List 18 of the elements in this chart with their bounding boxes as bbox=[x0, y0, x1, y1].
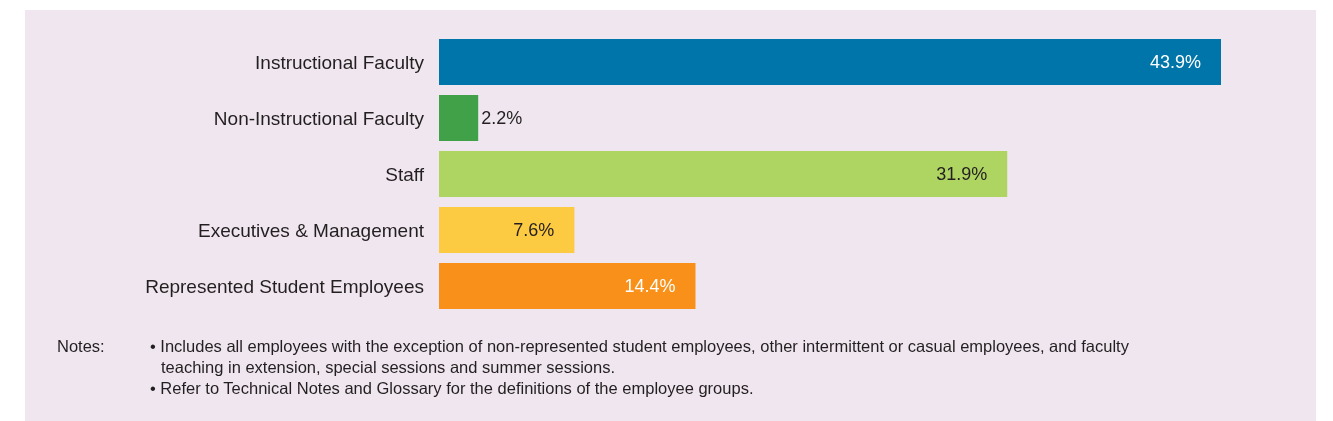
y-tick-label: Non-Instructional Faculty bbox=[213, 107, 425, 129]
data-label: 14.4% bbox=[624, 276, 676, 296]
y-tick-label: Represented Student Employees bbox=[145, 275, 424, 297]
text: • Refer to Technical Notes and Glossary for the definitions of the employee groups. bbox=[150, 378, 755, 399]
y-tick-label: Staff bbox=[385, 163, 425, 185]
data-label: 43.9% bbox=[1149, 52, 1201, 72]
bar bbox=[439, 95, 479, 141]
text: • Includes all employees with the exception of non-represented student employees, other intermittent or casual employees, and faculty teaching in extension, special sessions and summer sessions. bbox=[150, 336, 1130, 378]
data-label: 31.9% bbox=[936, 164, 988, 184]
text: Notes: bbox=[57, 336, 105, 357]
bar bbox=[439, 263, 696, 309]
y-tick-label: Instructional Faculty bbox=[255, 51, 425, 73]
data-label: 7.6% bbox=[513, 220, 555, 240]
bar bbox=[439, 151, 1008, 197]
bar bbox=[439, 39, 1221, 85]
y-tick-label: Executives & Management bbox=[197, 219, 425, 241]
bar bbox=[439, 207, 575, 253]
data-label: 2.2% bbox=[481, 108, 523, 128]
